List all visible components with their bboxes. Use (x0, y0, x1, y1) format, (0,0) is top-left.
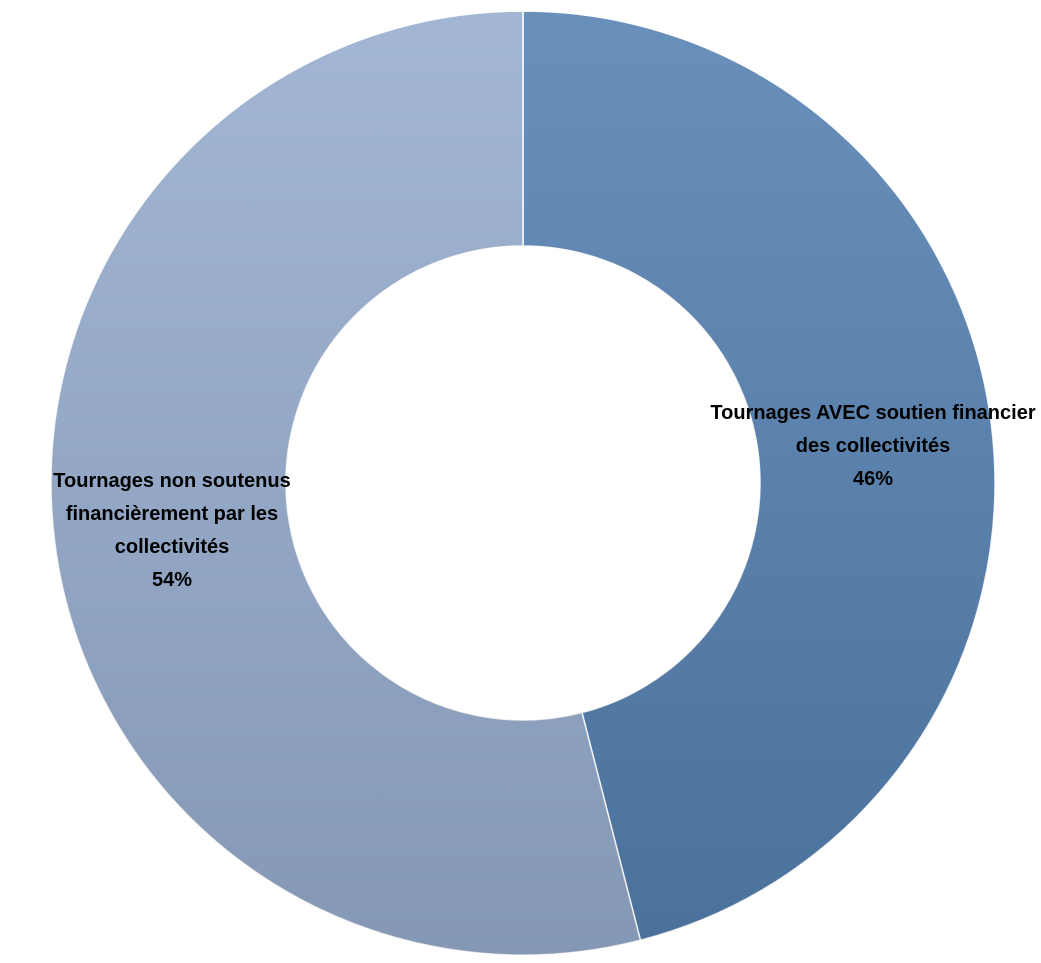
category-label: Tournages non soutenus financièrement pa… (53, 470, 291, 558)
value-label: 46% (852, 468, 894, 490)
category-label: Tournages AVEC soutien financier des col… (710, 402, 1036, 457)
value-label: 54% (151, 569, 193, 591)
slice-label: Tournages non soutenus financièrement pa… (12, 465, 332, 597)
slice-label: Tournages AVEC soutien financier des col… (698, 397, 1041, 496)
